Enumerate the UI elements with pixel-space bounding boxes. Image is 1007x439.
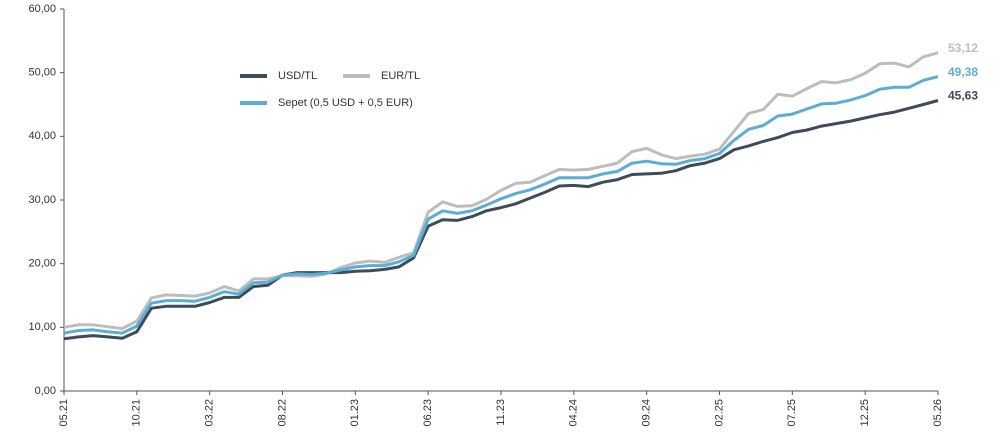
y-tick-label: 20,00 [28, 258, 56, 270]
x-tick-label: 12.25 [859, 399, 871, 427]
x-tick-label: 09.24 [641, 399, 653, 427]
legend-label: EUR/TL [381, 70, 420, 82]
legend-label: USD/TL [278, 70, 317, 82]
y-tick-label: 40,00 [28, 130, 56, 142]
x-tick-label: 10.21 [131, 399, 143, 427]
series-line [63, 51, 939, 331]
y-tick-label: 10,00 [28, 321, 56, 333]
series-line [63, 99, 939, 341]
x-tick-label: 06.23 [422, 399, 434, 427]
x-tick-label: 04.24 [568, 399, 580, 427]
end-label: 53,12 [948, 41, 978, 55]
x-tick-label: 02.25 [713, 399, 725, 427]
x-tick-label: 05.21 [58, 399, 70, 427]
x-tick-label: 01.23 [349, 399, 361, 427]
x-tick-label: 03.22 [204, 399, 216, 427]
series-line [63, 75, 939, 335]
y-tick-label: 60,00 [28, 3, 56, 15]
y-tick-label: 30,00 [28, 194, 56, 206]
end-label: 49,38 [948, 65, 978, 79]
y-tick-label: 0,00 [35, 385, 56, 397]
x-tick-label: 07.25 [786, 399, 798, 427]
x-tick-label: 08.22 [276, 399, 288, 427]
end-label: 45,63 [948, 89, 978, 103]
y-tick-label: 50,00 [28, 67, 56, 79]
legend-label: Sepet (0,5 USD + 0,5 EUR) [278, 97, 413, 109]
x-tick-label: 05.26 [932, 399, 944, 427]
x-tick-label: 11.23 [495, 399, 507, 426]
